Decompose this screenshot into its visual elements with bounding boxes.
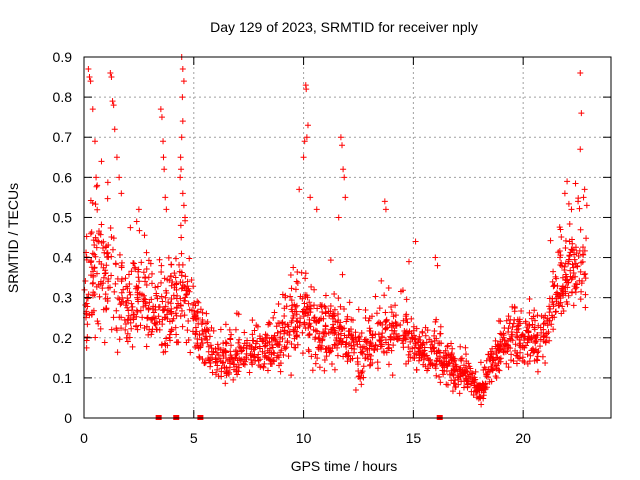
y-tick-label: 0.4: [53, 250, 73, 266]
y-tick-label: 0.3: [53, 290, 73, 306]
x-tick-label: 10: [296, 430, 312, 446]
y-tick-label: 0.8: [53, 89, 73, 105]
y-tick-label: 0.5: [53, 209, 73, 225]
x-axis-label: GPS time / hours: [291, 458, 398, 474]
x-tick-label: 15: [406, 430, 422, 446]
y-tick-label: 0.7: [53, 129, 73, 145]
x-tick-label: 20: [515, 430, 531, 446]
y-tick-label: 0.6: [53, 169, 73, 185]
y-axis-label: SRMTID / TECUs: [5, 183, 21, 293]
x-tick-label: 0: [80, 430, 88, 446]
y-tick-label: 0: [64, 410, 72, 426]
x-tick-label: 5: [190, 430, 198, 446]
chart-title: Day 129 of 2023, SRMTID for receiver npl…: [210, 19, 478, 35]
y-tick-label: 0.1: [53, 370, 73, 386]
srmtid-scatter-chart: 0 0.1 0.2 0.3 0.4 0.5 0.6 0.7 0.8 0.9 0 5 10 15 20 Day…: [0, 0, 640, 480]
y-tick-label: 0.9: [53, 49, 73, 65]
chart-container: 0 0.1 0.2 0.3 0.4 0.5 0.6 0.7 0.8 0.9 0 5 10 15 20 Day…: [0, 0, 640, 480]
y-tick-label: 0.2: [53, 330, 73, 346]
